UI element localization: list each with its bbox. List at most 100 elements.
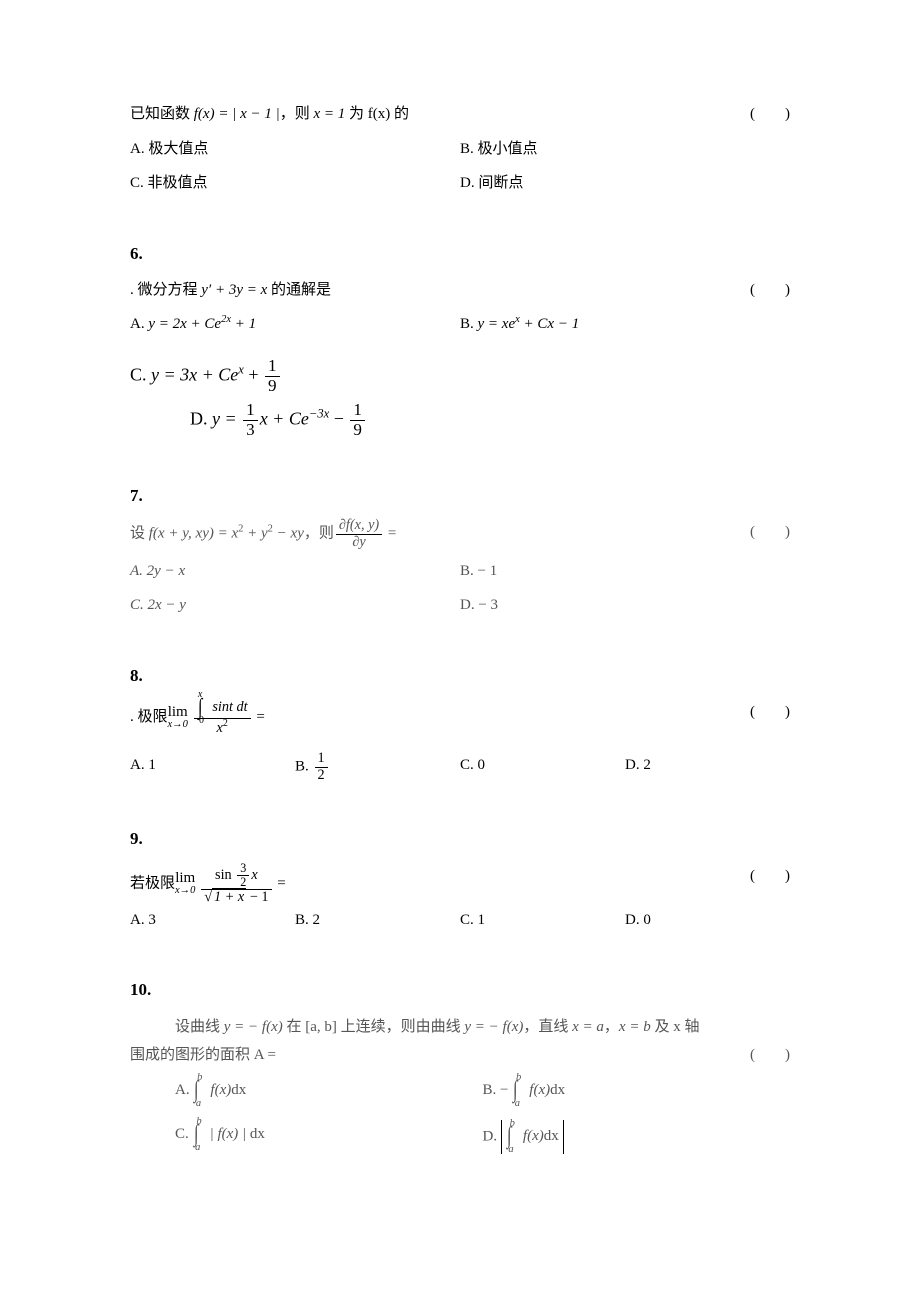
q9-sqrt-tail: − 1 [246,889,268,905]
q10-a-hi: b [197,1072,202,1083]
q5-x: x = 1 [314,106,346,122]
q10-l1-eq1: y = − f(x) [224,1019,283,1035]
q6-options-row2: C. y = 3x + Cex + 19 D. y = 13x + Ce−3x … [130,351,790,440]
q5-opt-a: A. 极大值点 [130,135,460,164]
q6-d-frac2: 19 [350,401,365,440]
q6-b-tail: + Cx − 1 [520,316,579,332]
q6-d-y: y = [212,409,241,429]
q6-c-plus: + [244,364,263,384]
q6-opt-b: B. y = xex + Cx − 1 [460,310,790,339]
q10-l1-mid1: 在 [a, b] 上连续，则由曲线 [283,1019,465,1035]
q6-d-frac1: 13 [243,401,258,440]
q7-opt-a: A. 2y − x [130,557,460,586]
q8-b-den: 2 [315,768,328,784]
q10-a-lo: a [196,1098,201,1109]
q6-b-label: B. [460,316,478,332]
q8-frac: ∫0xsint dt x2 [194,698,251,737]
q9-paren: ( ) [750,862,790,891]
q9-frac: sin 32x √1 + x − 1 [201,862,271,906]
q6-a-expr: y = 2x + Ce [148,316,221,332]
q7-plus: + y [243,526,267,542]
q10-opt-c: C. ∫ab| f(x) | dx [175,1120,483,1154]
q9-frac-den: √1 + x − 1 [201,890,271,906]
q9-sin-frac: 32 [237,862,249,890]
q7-stem-text: 设 f(x + y, xy) = x2 + y2 − xy，则∂f(x, y)∂… [130,518,750,550]
q10-l1-eq4: x = b [619,1019,651,1035]
q7-opt-d: D. − 3 [460,591,790,620]
q9-sin: sin [215,867,235,883]
q6-opt-c: C. y = 3x + Cex + 19 [130,357,460,396]
q10-c-lo: a [195,1142,200,1153]
q9-stem: 若极限limx→0 sin 32x √1 + x − 1 = ( ) [130,862,790,906]
q9-opt-d: D. 0 [625,906,790,935]
q9-opt-c: C. 1 [460,906,625,935]
q5-fn: f(x) = | x − 1 | [194,106,280,122]
q7-number: 7. [130,480,790,512]
q10-d-abs: ∫abf(x)dx [501,1120,564,1154]
q6-number: 6. [130,238,790,270]
q10-l1-eq2: y = − f(x) [464,1019,523,1035]
q10-d-label: D. [483,1128,501,1144]
q6-d-label: D. [190,409,212,429]
q6-d-frac2-num: 1 [350,401,365,421]
question-9: 9. 若极限limx→0 sin 32x √1 + x − 1 = ( ) A.… [130,823,790,934]
q8-opt-a: A. 1 [130,751,295,783]
q6-stem-text: . 微分方程 y′ + 3y = x 的通解是 [130,276,750,305]
q10-a-dx: dx [231,1082,246,1098]
q7-partial-num: ∂f(x, y) [336,518,382,535]
q9-number: 9. [130,823,790,855]
q8-options: A. 1 B. 12 C. 0 D. 2 [130,751,790,783]
q8-integrand: sint dt [212,699,247,715]
q8-int-upper: x [198,689,202,700]
q8-opt-b: B. 12 [295,751,460,783]
q8-b-num: 1 [315,751,328,768]
q10-a-fx: f(x) [210,1082,231,1098]
q6-prefix: . 微分方程 [130,282,201,298]
q10-d-lo: a [508,1144,513,1155]
q6-stem: . 微分方程 y′ + 3y = x 的通解是 ( ) [130,276,790,305]
q6-d-sup: −3x [309,407,329,421]
q10-options: A. ∫abf(x)dx B. − ∫abf(x)dx C. ∫ab| f(x)… [130,1070,790,1154]
q9-lim-top: lim [175,871,195,886]
q10-b-hi: b [516,1072,521,1083]
q9-stem-text: 若极限limx→0 sin 32x √1 + x − 1 = [130,862,750,906]
q9-sin-den: 2 [237,876,249,889]
q9-eq: = [274,875,286,891]
q6-a-sup: 2x [221,314,231,325]
q9-lim: limx→0 [175,871,195,897]
q9-options: A. 3 B. 2 C. 1 D. 0 [130,906,790,935]
q8-int-lower: 0 [199,715,204,726]
q10-c-dx: dx [250,1126,265,1142]
q7-options: A. 2y − x B. − 1 C. 2x − y D. − 3 [130,551,790,620]
q10-line2: 围成的图形的面积 A = [130,1041,276,1070]
q8-b-frac: 12 [315,751,328,783]
q10-opt-b: B. − ∫abf(x)dx [483,1076,791,1106]
q6-suffix: 的通解是 [267,282,331,298]
q6-a-tail: + 1 [231,316,256,332]
q6-eq: y′ + 3y = x [201,282,267,298]
q5-mid: ，则 [280,106,314,122]
q6-c-expr: y = 3x + Ce [151,364,238,384]
question-7: 7. 设 f(x + y, xy) = x2 + y2 − xy，则∂f(x, … [130,480,790,620]
q6-c-label: C. [130,364,151,384]
question-8: 8. . 极限limx→0 ∫0xsint dt x2 = ( ) A. 1 B… [130,660,790,784]
q8-number: 8. [130,660,790,692]
q8-lim: limx→0 [168,705,188,731]
q6-options: A. y = 2x + Ce2x + 1 B. y = xex + Cx − 1 [130,304,790,339]
q10-c-fx: | f(x) | [210,1126,247,1142]
question-5: 已知函数 f(x) = | x − 1 |，则 x = 1 为 f(x) 的 (… [130,100,790,198]
q9-opt-b: B. 2 [295,906,460,935]
q10-opt-a: A. ∫abf(x)dx [175,1076,483,1106]
question-6: 6. . 微分方程 y′ + 3y = x 的通解是 ( ) A. y = 2x… [130,238,790,440]
q5-stem-text: 已知函数 f(x) = | x − 1 |，则 x = 1 为 f(x) 的 [130,100,750,129]
q8-stem: . 极限limx→0 ∫0xsint dt x2 = ( ) [130,698,790,737]
q5-opt-d: D. 间断点 [460,169,790,198]
q10-l1-prefix: 设曲线 [175,1019,224,1035]
q10-d-hi: b [510,1118,515,1129]
q6-a-label: A. [130,316,148,332]
q10-l1-eq3: x = a [572,1019,604,1035]
q6-b-expr: y = xe [478,316,516,332]
q8-opt-d: D. 2 [625,751,790,783]
q6-d-frac1-den: 3 [243,421,258,440]
q8-prefix: . 极限 [130,709,168,725]
